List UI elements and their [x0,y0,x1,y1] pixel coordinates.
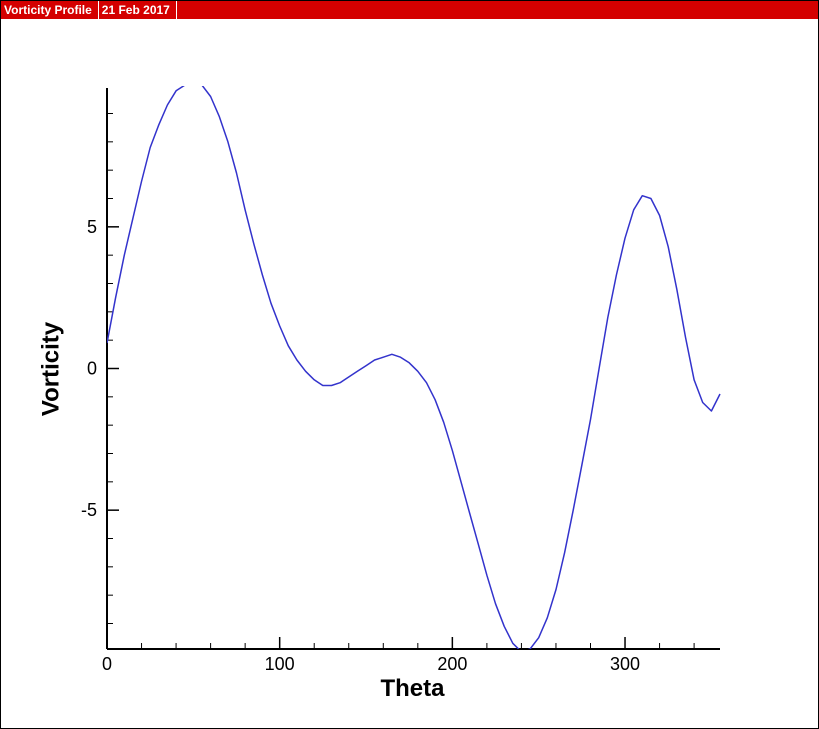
y-axis-title: Vorticity [38,321,65,416]
x-tick-label: 200 [437,654,467,674]
y-tick-label: -5 [81,500,97,520]
x-tick-label: 300 [610,654,640,674]
y-tick-label: 5 [87,217,97,237]
frame-date: 21 Feb 2017 [99,1,177,19]
x-tick-label: 0 [102,654,112,674]
y-tick-label: 0 [87,359,97,379]
x-axis-title: Theta [380,675,445,702]
title-bar: Vorticity Profile 21 Feb 2017 [1,1,818,19]
series-line-1 [107,86,721,649]
x-tick-label: 100 [265,654,295,674]
frame-title: Vorticity Profile [1,1,99,19]
